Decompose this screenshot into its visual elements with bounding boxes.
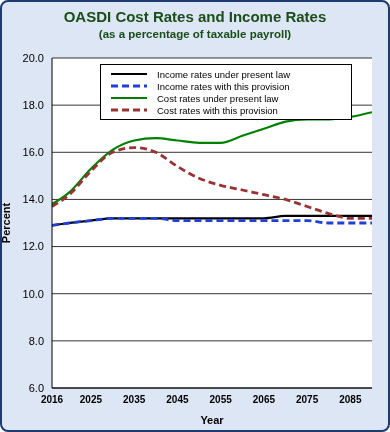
svg-text:20.0: 20.0 [23,52,44,64]
html-text:Income rates with this provisi: Income rates with this provision [157,80,290,92]
svg-text:16.0: 16.0 [23,146,44,158]
html-text:OASDI Cost Rates and Income Ra: OASDI Cost Rates and Income Rates [63,8,327,25]
svg-text:2055: 2055 [210,394,233,405]
svg-text:2085: 2085 [339,394,362,405]
svg-text:18.0: 18.0 [23,99,44,111]
html-text:Cost rates with this provision: Cost rates with this provision [157,104,278,116]
html-text:Income rates under present law: Income rates under present law [157,68,291,80]
svg-text:2035: 2035 [123,394,146,405]
svg-text:2016: 2016 [41,394,64,405]
svg-text:8.0: 8.0 [29,335,44,347]
svg-text:14.0: 14.0 [23,193,44,205]
svg-text:2075: 2075 [296,394,319,405]
svg-text:12.0: 12.0 [23,240,44,252]
svg-text:2025: 2025 [80,394,103,405]
svg-text:10.0: 10.0 [23,288,44,300]
svg-text:Percent: Percent [8,202,12,243]
svg-text:6.0: 6.0 [29,382,44,394]
svg-text:Year: Year [200,414,224,426]
html-text:(as a percentage of taxable pa: (as a percentage of taxable payroll) [98,28,292,40]
html-text:Cost rates under present law: Cost rates under present law [157,92,279,104]
svg-text:2045: 2045 [166,394,189,405]
svg-text:2065: 2065 [253,394,276,405]
